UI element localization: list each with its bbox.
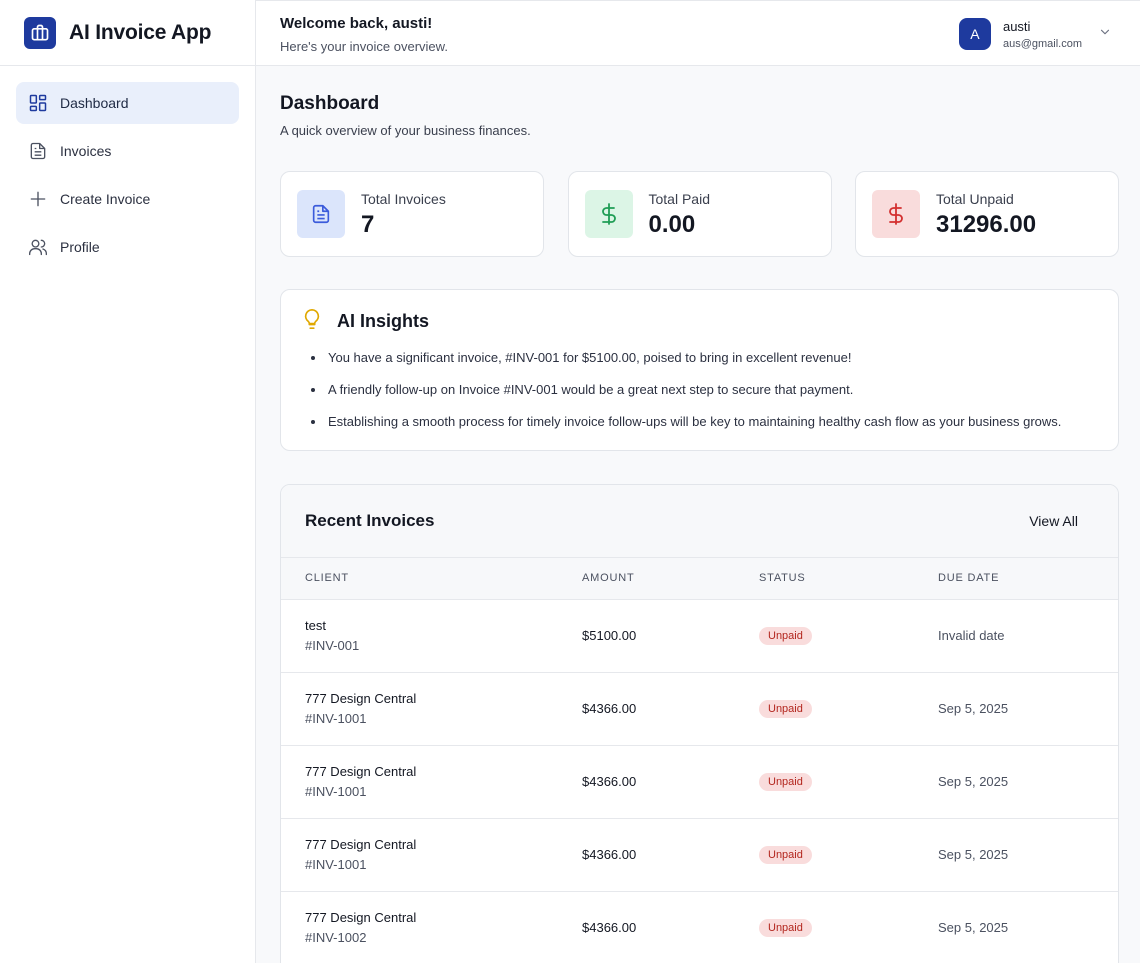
invoice-amount: $4366.00: [582, 891, 759, 963]
table-row[interactable]: 777 Design Central #INV-1001 $4366.00 Unp…: [281, 745, 1118, 819]
ai-insights-title: AI Insights: [337, 311, 430, 331]
due-date: Sep 5, 2025: [938, 818, 1118, 892]
invoice-amount: $4366.00: [582, 745, 759, 819]
status-badge: Unpaid: [759, 845, 812, 864]
recent-invoices-card: Recent Invoices View All CLIENT AMOUNT S…: [280, 484, 1119, 963]
table-header-row: CLIENT AMOUNT STATUS DUE DATE: [281, 558, 1118, 600]
column-header-amount: AMOUNT: [582, 558, 759, 600]
main-content: Dashboard A quick overview of your busin…: [280, 66, 1119, 963]
document-icon: [297, 190, 345, 238]
due-date: Sep 5, 2025: [938, 672, 1118, 746]
table-row[interactable]: 777 Design Central #INV-1001 $4366.00 Unp…: [281, 672, 1118, 746]
sidebar-item-label: Invoices: [60, 143, 112, 159]
sidebar-item-label: Profile: [60, 239, 100, 255]
user-email: aus@gmail.com: [1002, 37, 1082, 50]
invoice-number: #INV-1001: [305, 711, 367, 726]
table-row[interactable]: 777 Design Central #INV-1001 $4366.00 Unp…: [281, 818, 1118, 892]
insights-list: You have a significant invoice, #INV-001…: [301, 350, 1098, 429]
invoice-number: #INV-1001: [305, 784, 367, 799]
user-info: austi aus@gmail.com: [1003, 19, 1082, 50]
invoice-amount: $4366.00: [582, 672, 759, 746]
invoice-number: #INV-1001: [305, 857, 367, 872]
insight-item: A friendly follow-up on Invoice #INV-001…: [309, 382, 1098, 397]
table-row[interactable]: test #INV-001 $5100.00 Unpaid Invalid dat…: [281, 599, 1118, 673]
avatar: A: [958, 18, 991, 50]
due-date: Invalid date: [938, 599, 1118, 673]
lightbulb-icon: [301, 308, 323, 335]
insight-item: You have a significant invoice, #INV-001…: [309, 350, 1098, 365]
top-bar: Welcome back, austi! Here's your invoice…: [256, 0, 1140, 66]
welcome-subtitle: Here's your invoice overview.: [280, 39, 448, 54]
dollar-icon: [872, 190, 920, 238]
stat-value: 0.00: [648, 211, 696, 238]
stat-card-total-paid: Total Paid 0.00: [567, 171, 832, 257]
chevron-down-icon[interactable]: [1098, 25, 1112, 44]
user-menu[interactable]: A austi aus@gmail.com: [958, 18, 1112, 50]
ai-insights-card: AI Insights You have a significant invoi…: [280, 289, 1119, 451]
client-name: 777 Design Central: [305, 837, 417, 852]
status-badge: Unpaid: [759, 918, 812, 937]
stat-label: Total Paid: [648, 191, 710, 207]
invoice-amount: $5100.00: [582, 599, 759, 673]
sidebar-item-invoices[interactable]: Invoices: [16, 130, 239, 172]
sidebar: AI Invoice App Dashboard Invoices Create…: [0, 0, 256, 963]
status-badge: Unpaid: [759, 626, 812, 645]
stat-value: 7: [361, 211, 375, 238]
sidebar-item-label: Create Invoice: [60, 191, 151, 207]
dashboard-icon: [28, 93, 48, 113]
client-name: 777 Design Central: [305, 910, 417, 925]
stat-value: 31296.00: [936, 211, 1037, 238]
table-row[interactable]: 777 Design Central #INV-1002 $4366.00 Unp…: [281, 891, 1118, 963]
stat-label: Total Invoices: [361, 191, 446, 207]
insight-item: Establishing a smooth process for timely…: [309, 414, 1098, 429]
briefcase-icon: [24, 16, 56, 49]
page-title: Dashboard: [280, 93, 380, 114]
invoice-number: #INV-001: [305, 638, 360, 653]
stat-card-total-invoices: Total Invoices 7: [280, 171, 544, 257]
view-all-link[interactable]: View All: [1029, 513, 1078, 529]
plus-icon: [28, 189, 48, 209]
invoice-number: #INV-1002: [305, 930, 367, 945]
client-name: 777 Design Central: [305, 764, 417, 779]
app-name: AI Invoice App: [69, 20, 212, 44]
dollar-icon: [584, 190, 633, 238]
user-name: austi: [1002, 18, 1031, 34]
sidebar-nav: Dashboard Invoices Create Invoice Profil…: [0, 66, 255, 290]
client-name: 777 Design Central: [305, 691, 417, 706]
file-icon: [28, 141, 48, 161]
sidebar-item-profile[interactable]: Profile: [16, 226, 239, 268]
status-badge: Unpaid: [759, 772, 812, 791]
column-header-client: CLIENT: [281, 558, 582, 600]
recent-invoices-title: Recent Invoices: [305, 511, 435, 530]
stat-label: Total Unpaid: [936, 191, 1014, 207]
sidebar-item-dashboard[interactable]: Dashboard: [16, 82, 239, 124]
due-date: Sep 5, 2025: [938, 745, 1118, 819]
column-header-due-date: DUE DATE: [938, 558, 1118, 600]
users-icon: [28, 237, 48, 257]
status-badge: Unpaid: [759, 699, 812, 718]
invoices-table: CLIENT AMOUNT STATUS DUE DATE test #INV-0…: [281, 558, 1118, 963]
client-name: test: [305, 618, 326, 633]
column-header-status: STATUS: [759, 558, 938, 600]
page-subtitle: A quick overview of your business financ…: [280, 123, 531, 138]
welcome-title: Welcome back, austi!: [280, 15, 433, 32]
brand: AI Invoice App: [0, 0, 255, 66]
invoice-amount: $4366.00: [582, 818, 759, 892]
sidebar-item-create-invoice[interactable]: Create Invoice: [16, 178, 239, 220]
stat-card-total-unpaid: Total Unpaid 31296.00: [855, 171, 1119, 257]
due-date: Sep 5, 2025: [938, 891, 1118, 963]
sidebar-item-label: Dashboard: [60, 95, 129, 111]
stats-row: Total Invoices 7 Total Paid 0.00 Total U…: [280, 171, 1119, 257]
